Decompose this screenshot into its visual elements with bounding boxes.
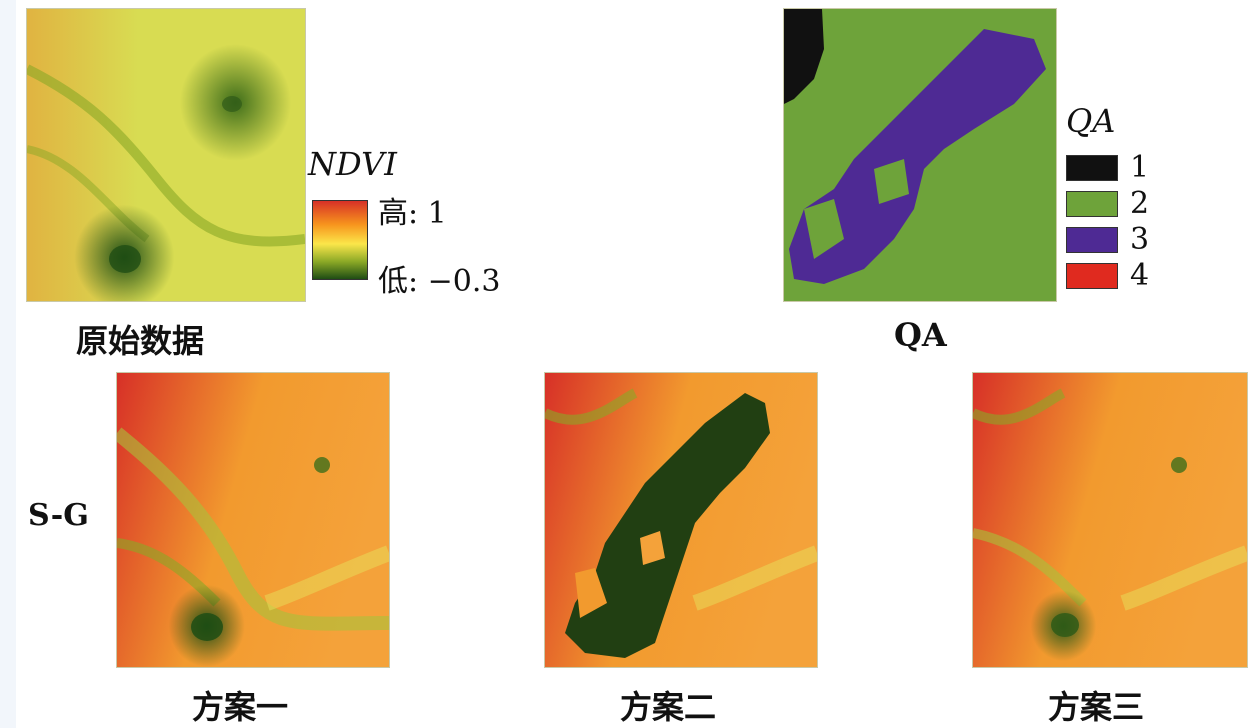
- ndvi-low-label: 低: −0.3: [378, 264, 501, 299]
- qa-legend-item-1: 1: [1066, 150, 1149, 185]
- qa-label-3: 3: [1130, 222, 1150, 257]
- figure-frame: NDVI 高: 1 低: −0.3 原始数据 QA 1 2 3 4 QA S-G: [16, 0, 1252, 728]
- qa-swatch-3: [1066, 226, 1118, 253]
- ndvi-legend-title: NDVI: [308, 145, 397, 183]
- scheme3-map: [972, 372, 1248, 668]
- qa-label-4: 4: [1130, 258, 1150, 293]
- ndvi-high-label: 高: 1: [378, 196, 447, 231]
- scheme1-caption: 方案一: [192, 688, 289, 726]
- qa-swatch-4: [1066, 262, 1118, 289]
- scheme3-caption: 方案三: [1048, 688, 1145, 726]
- qa-legend-item-3: 3: [1066, 222, 1149, 257]
- qa-swatch-2: [1066, 190, 1118, 217]
- qa-label-1: 1: [1130, 150, 1150, 185]
- qa-caption: QA: [894, 316, 947, 354]
- scheme1-map: [116, 372, 390, 668]
- qa-label-2: 2: [1130, 186, 1150, 221]
- original-caption: 原始数据: [76, 322, 205, 360]
- qa-legend-title: QA: [1066, 102, 1116, 140]
- qa-legend-item-4: 4: [1066, 258, 1149, 293]
- qa-swatch-1: [1066, 154, 1118, 181]
- ndvi-colorbar: [312, 200, 368, 280]
- scheme2-caption: 方案二: [620, 688, 717, 726]
- qa-map: [783, 8, 1057, 302]
- qa-legend-item-2: 2: [1066, 186, 1149, 221]
- original-ndvi-map: [26, 8, 306, 302]
- scheme2-map: [544, 372, 818, 668]
- row-label-sg: S-G: [28, 498, 89, 533]
